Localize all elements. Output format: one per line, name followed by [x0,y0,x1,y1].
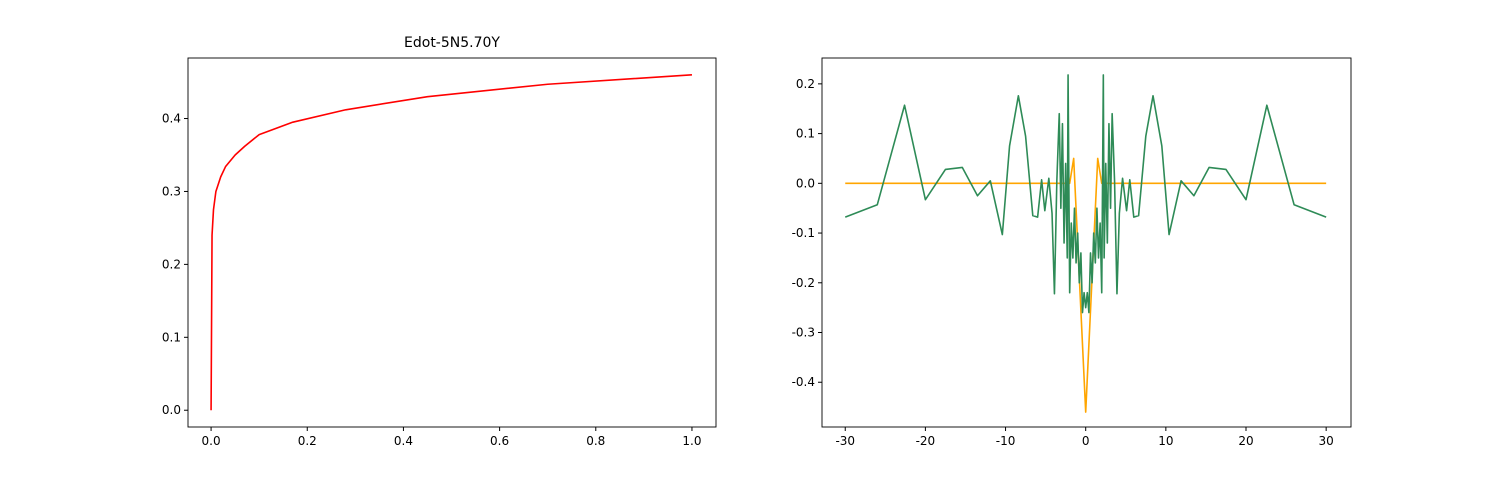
y-tick-label: 0.0 [162,403,181,417]
x-tick-label: 20 [1238,434,1253,448]
x-tick-label: 0.4 [394,434,413,448]
x-tick-label: 0.6 [490,434,509,448]
line-series [845,157,1327,413]
y-tick-label: 0.2 [796,77,815,91]
x-tick-label: 10 [1158,434,1173,448]
x-tick-label: 0.0 [202,434,221,448]
y-tick-label: 0.0 [796,176,815,190]
line-series [844,74,1327,314]
y-tick-label: -0.4 [792,375,815,389]
y-tick-label: -0.1 [792,226,815,240]
axes-frame [821,57,1352,428]
y-tick-label: 0.1 [796,127,815,141]
x-tick-label: -10 [996,434,1016,448]
y-tick-label: 0.4 [162,112,181,126]
axes-frame [187,57,717,428]
y-tick-label: 0.3 [162,184,181,198]
x-tick-label: -30 [835,434,855,448]
x-tick-label: 1.0 [682,434,701,448]
chart-title: Edot-5N5.70Y [404,35,500,51]
subplot: -30 -20 -10 0 10 20 30 -0.4 -0.3 -0.2 -0.1 0.0 0.1 0.… [792,57,1352,448]
x-tick-label: 0.8 [586,434,605,448]
subplot: Edot-5N5.70Y 0.0 0.2 0.4 0.6 0.8 1.0 0.0 0.1 0.2 0… [162,35,717,448]
y-tick-label: -0.2 [792,276,815,290]
x-tick-label: 0 [1082,434,1090,448]
y-tick-label: -0.3 [792,326,815,340]
y-tick-label: 0.2 [162,257,181,271]
x-tick-label: 0.2 [298,434,317,448]
y-tick-label: 0.1 [162,330,181,344]
line-series [210,73,693,411]
x-tick-label: -20 [916,434,936,448]
x-tick-label: 30 [1319,434,1334,448]
